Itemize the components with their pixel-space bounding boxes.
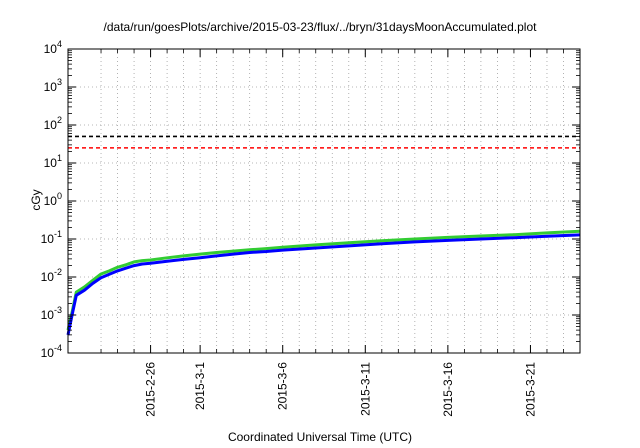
y-tick-label: 10-2	[41, 267, 62, 284]
threshold-lines	[68, 135, 580, 149]
series-line-green	[66, 229, 581, 331]
x-tick-label: 2015-2-26	[144, 362, 158, 417]
y-tick-label: 10-3	[41, 305, 62, 322]
y-tick-label: 104	[44, 39, 62, 56]
x-tick-label: 2015-3-6	[276, 362, 290, 410]
y-tick-label: 101	[44, 153, 62, 170]
series-line-blue	[66, 233, 581, 336]
y-tick-label: 103	[44, 77, 62, 94]
y-tick-label: 10-4	[41, 343, 62, 360]
y-tick-labels: 10-4 10-3 10-2 10-1 100 101 102 103 104	[41, 39, 62, 360]
x-tick-label: 2015-3-1	[193, 362, 207, 410]
x-tick-label: 2015-3-21	[523, 362, 537, 417]
chart-title: /data/run/goesPlots/archive/2015-03-23/f…	[103, 20, 537, 34]
x-axis-label: Coordinated Universal Time (UTC)	[227, 430, 413, 444]
y-tick-label: 102	[44, 115, 62, 132]
x-tick-label: 2015-3-11	[358, 362, 372, 416]
grid	[68, 49, 580, 353]
x-tick-labels: 2015-2-26 2015-3-1 2015-3-6 2015-3-11 2015-3…	[144, 362, 538, 417]
y-tick-label: 100	[44, 191, 62, 208]
x-tick-label: 2015-3-16	[441, 362, 455, 417]
axis-ticks	[68, 48, 580, 354]
y-tick-label: 10-1	[41, 229, 62, 246]
series-lines	[66, 229, 581, 336]
